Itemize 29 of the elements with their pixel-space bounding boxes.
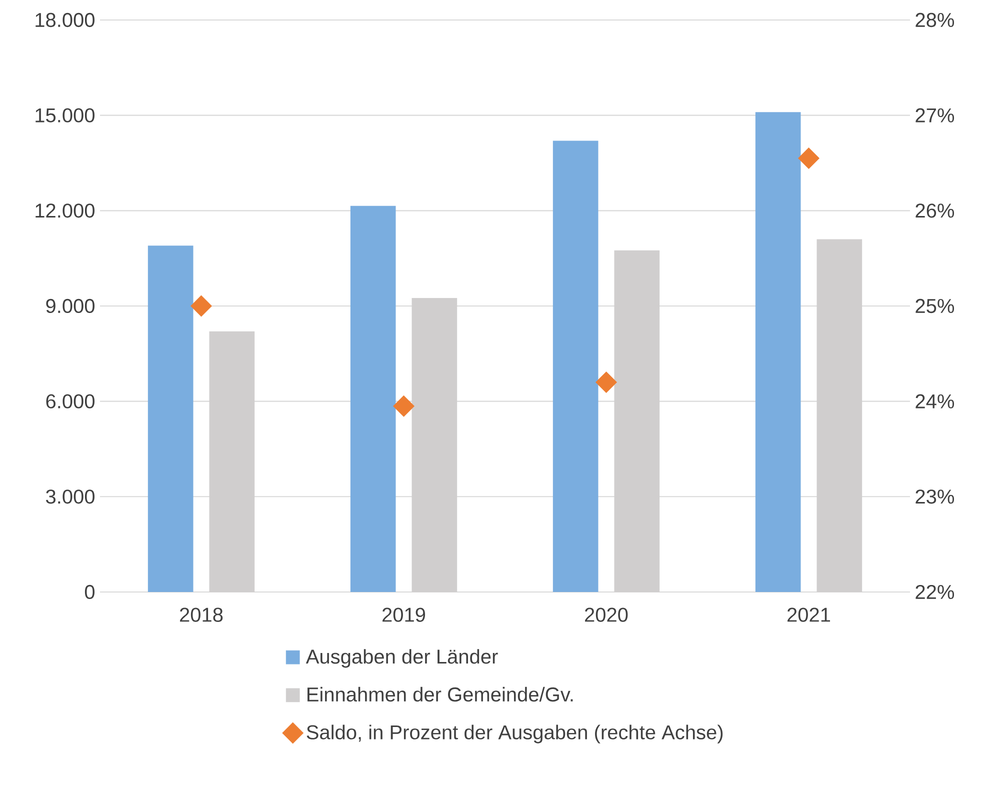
legend-label: Ausgaben der Länder: [306, 649, 498, 668]
y2-tick-label: 26%: [916, 204, 954, 218]
legend-label: Einnahmen der Gemeinde/Gv.: [308, 686, 573, 702]
y-tick-label: 15.000: [36, 108, 94, 122]
y-tick-label: 3.000: [46, 490, 94, 504]
y2-tick-label: 22%: [916, 584, 954, 600]
point: [596, 372, 617, 393]
x-tick-label: 2018: [180, 608, 223, 622]
y-tick-label: 6.000: [46, 394, 94, 408]
y2-tick-label: 25%: [916, 298, 954, 314]
y-tick-label: 18.000: [36, 12, 94, 28]
y2-tick-label: 28%: [916, 12, 954, 28]
y2-tick-label: 23%: [916, 490, 954, 504]
x-tick-label: 2019: [382, 608, 426, 622]
y-tick-label: 9.000: [46, 298, 94, 314]
point: [393, 395, 414, 417]
bar: [350, 206, 396, 592]
point: [190, 295, 212, 317]
bar: [552, 140, 598, 592]
y-tick-label: 0: [84, 584, 95, 600]
bar: [755, 112, 801, 592]
x-tick-label: 2020: [585, 608, 628, 622]
point: [798, 148, 820, 169]
y2-tick-label: 27%: [916, 108, 954, 122]
x-tick-label: 2021: [788, 608, 830, 622]
y2-tick-label: 24%: [916, 394, 954, 408]
legend-label: Saldo, in Prozent der Ausgaben (rechte Achse): [306, 724, 723, 744]
y-tick-label: 12.000: [36, 204, 94, 218]
bar: [148, 246, 194, 592]
